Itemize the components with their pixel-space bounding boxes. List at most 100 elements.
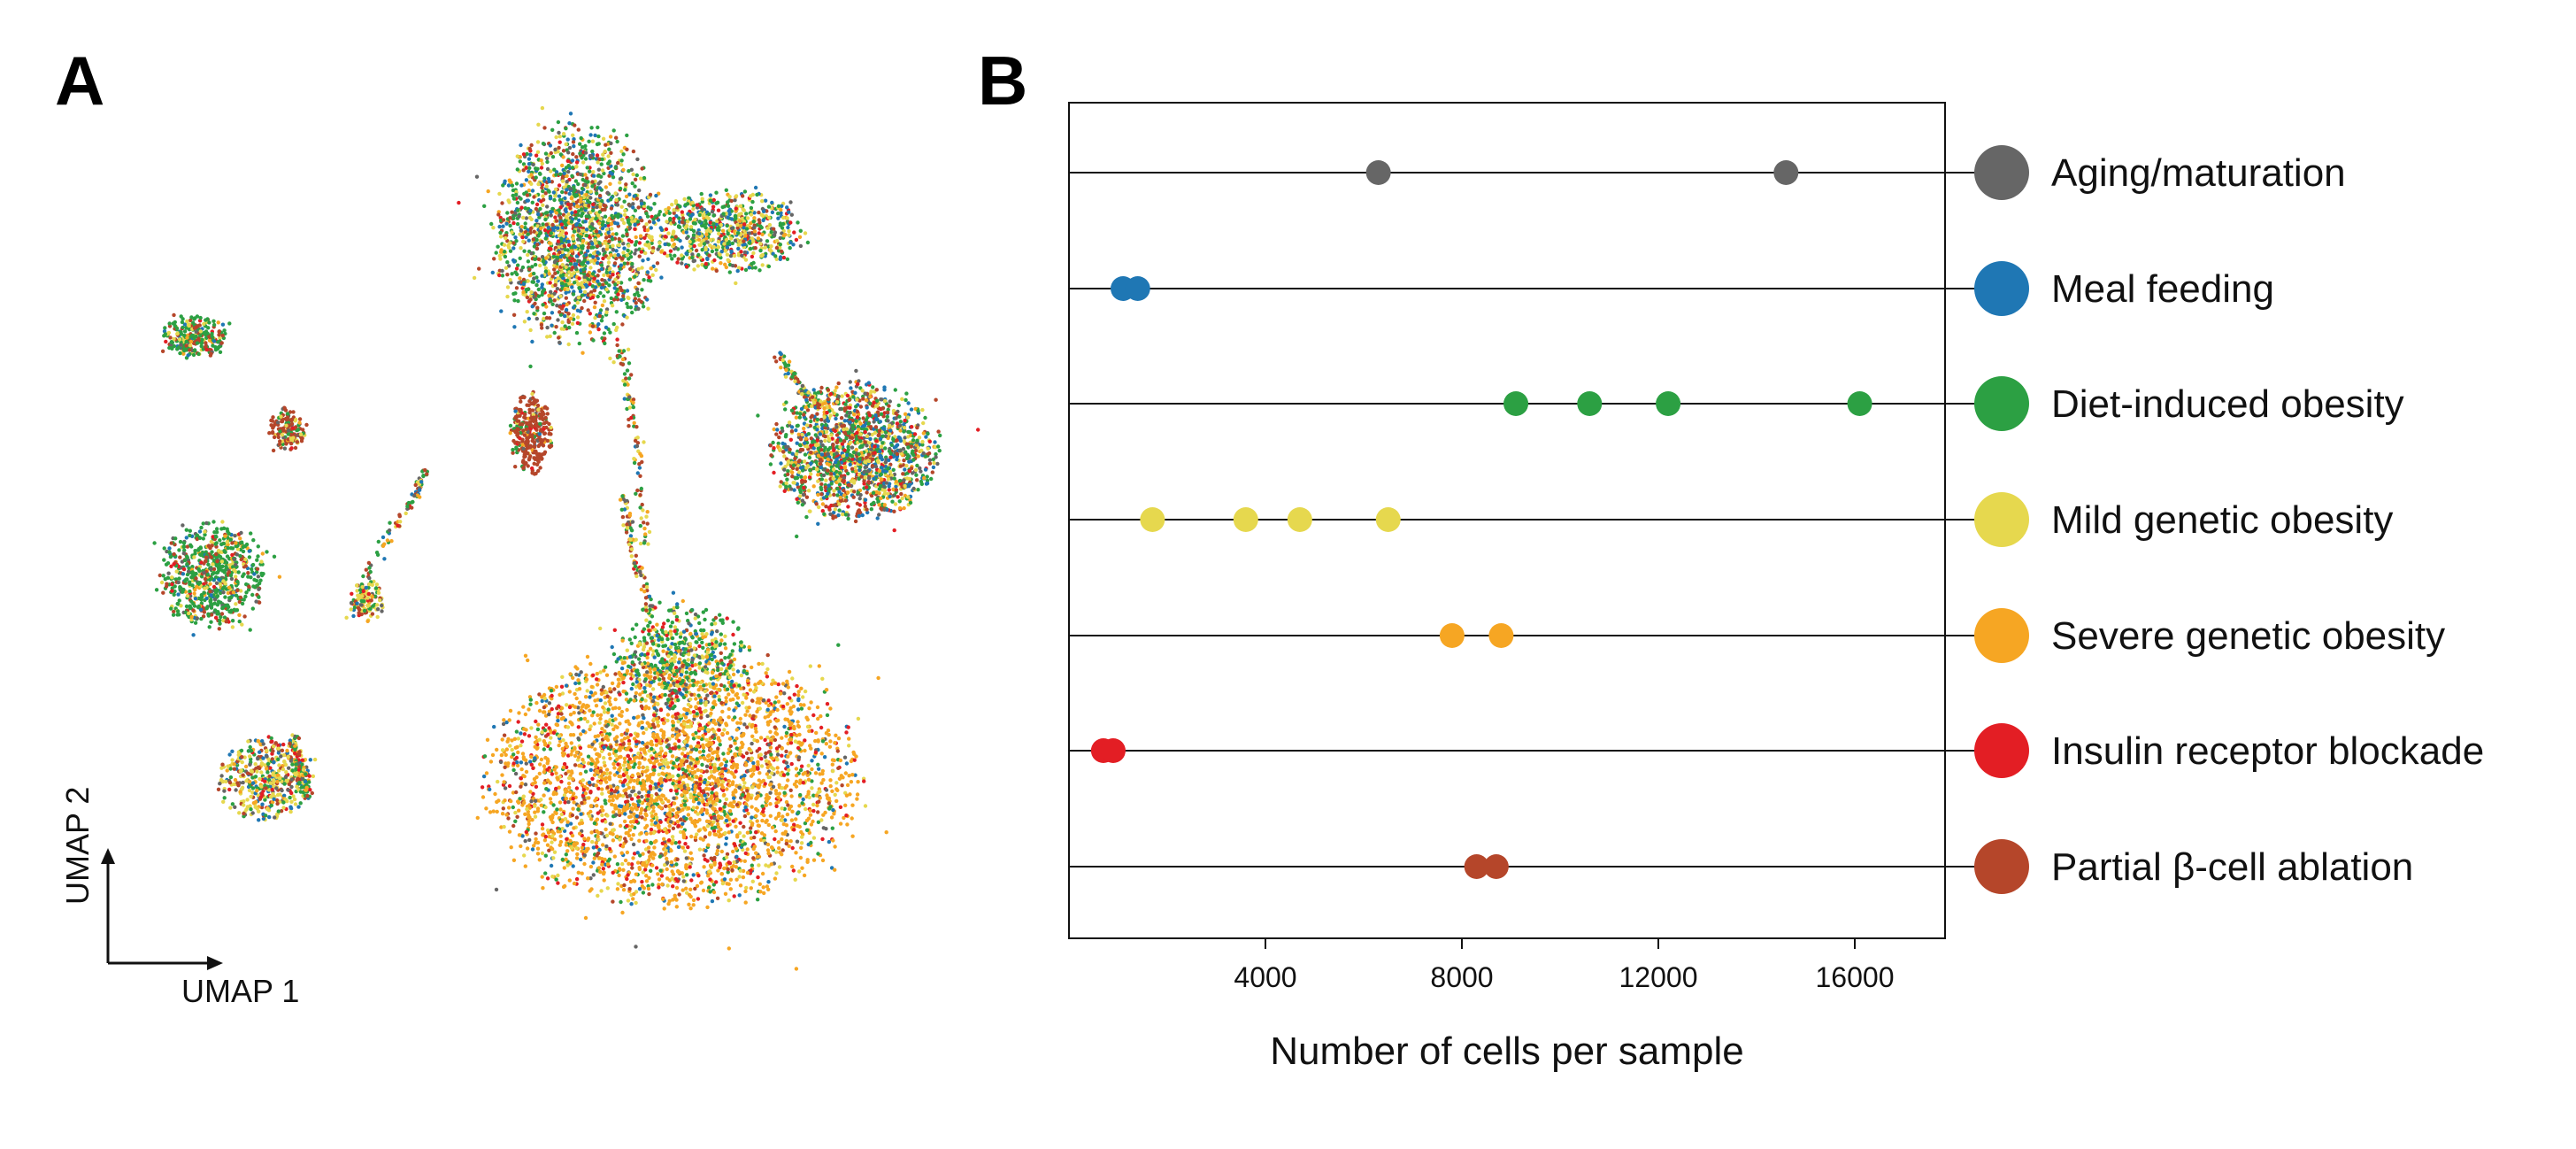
umap-point bbox=[858, 421, 863, 426]
umap-point bbox=[588, 767, 593, 773]
umap-point bbox=[654, 193, 658, 198]
umap-point bbox=[572, 281, 577, 285]
umap-point bbox=[724, 237, 729, 243]
umap-point bbox=[588, 245, 594, 250]
umap-point bbox=[674, 885, 680, 891]
umap-point bbox=[935, 461, 940, 467]
umap-point bbox=[715, 227, 720, 232]
umap-point bbox=[604, 325, 609, 330]
umap-point bbox=[597, 281, 602, 287]
umap-point bbox=[532, 276, 536, 281]
umap-point bbox=[800, 503, 805, 507]
umap-point bbox=[742, 189, 748, 194]
umap-point bbox=[536, 212, 541, 217]
umap-point bbox=[530, 305, 534, 309]
umap-point bbox=[614, 249, 619, 253]
umap-point bbox=[637, 790, 642, 795]
umap-point bbox=[711, 204, 716, 209]
umap-point bbox=[500, 274, 505, 278]
umap-point bbox=[540, 161, 544, 166]
umap-point bbox=[633, 694, 638, 699]
umap-point bbox=[611, 128, 616, 133]
umap-point bbox=[676, 844, 681, 850]
umap-point bbox=[507, 178, 511, 182]
umap-point bbox=[534, 206, 539, 212]
umap-point bbox=[528, 364, 533, 369]
umap-point bbox=[831, 476, 835, 481]
umap-point bbox=[832, 492, 836, 497]
umap-point bbox=[678, 204, 682, 209]
umap-point bbox=[736, 266, 742, 270]
umap-point bbox=[781, 450, 786, 454]
umap-point bbox=[515, 221, 520, 227]
umap-point bbox=[786, 459, 790, 464]
umap-point bbox=[586, 260, 590, 265]
umap-point bbox=[519, 228, 524, 233]
umap-point bbox=[596, 279, 600, 283]
umap-point bbox=[508, 249, 513, 253]
umap-point bbox=[573, 188, 577, 192]
umap-point bbox=[855, 797, 859, 801]
umap-point bbox=[765, 226, 770, 230]
umap-point bbox=[643, 812, 648, 816]
umap-point bbox=[600, 157, 604, 162]
umap-point bbox=[625, 147, 629, 151]
umap-point bbox=[888, 428, 893, 433]
umap-point bbox=[749, 221, 753, 226]
umap-point bbox=[710, 898, 715, 904]
umap-point bbox=[904, 391, 909, 396]
umap-point bbox=[601, 249, 606, 253]
umap-point bbox=[800, 432, 804, 437]
umap-point bbox=[538, 206, 542, 212]
umap-point bbox=[667, 211, 672, 215]
umap-point bbox=[584, 252, 588, 258]
umap-point bbox=[748, 194, 753, 198]
umap-point bbox=[753, 246, 757, 251]
umap-point bbox=[534, 282, 539, 288]
umap-point bbox=[813, 433, 818, 437]
umap-point bbox=[517, 808, 521, 813]
umap-point bbox=[704, 232, 709, 236]
umap-point bbox=[614, 197, 619, 203]
umap-point bbox=[877, 468, 881, 474]
umap-point bbox=[863, 497, 868, 502]
umap-point bbox=[583, 220, 588, 224]
umap-point bbox=[611, 175, 616, 180]
umap-point bbox=[639, 202, 644, 206]
umap-point bbox=[858, 492, 863, 497]
umap-point bbox=[615, 325, 619, 330]
umap-point bbox=[659, 275, 664, 280]
umap-point bbox=[826, 451, 830, 456]
umap-point bbox=[895, 457, 899, 462]
umap-point bbox=[591, 255, 596, 259]
umap-point bbox=[657, 210, 662, 214]
umap-point bbox=[863, 504, 867, 509]
umap-point bbox=[535, 166, 540, 171]
umap-point bbox=[716, 746, 720, 751]
umap-point bbox=[595, 153, 600, 158]
umap-point bbox=[657, 877, 662, 882]
umap-point bbox=[566, 169, 571, 174]
umap-point bbox=[836, 478, 842, 483]
umap-point bbox=[556, 226, 560, 230]
umap-point bbox=[913, 467, 919, 473]
umap-point bbox=[588, 312, 592, 316]
umap-point bbox=[608, 330, 612, 335]
umap-point bbox=[598, 180, 603, 184]
umap-point bbox=[795, 424, 799, 428]
umap-point bbox=[579, 670, 583, 675]
umap-point bbox=[559, 327, 564, 331]
umap-point bbox=[934, 397, 938, 402]
umap-point bbox=[610, 227, 614, 231]
umap-point bbox=[515, 200, 520, 205]
umap-point bbox=[903, 436, 907, 440]
umap-point bbox=[618, 177, 623, 181]
umap-point bbox=[554, 684, 559, 690]
umap-point bbox=[538, 172, 542, 176]
umap-point bbox=[633, 274, 637, 279]
umap-point bbox=[711, 266, 715, 271]
umap-point bbox=[804, 444, 810, 449]
umap-point bbox=[853, 519, 858, 524]
umap-point bbox=[601, 220, 605, 224]
umap-point bbox=[857, 457, 862, 461]
